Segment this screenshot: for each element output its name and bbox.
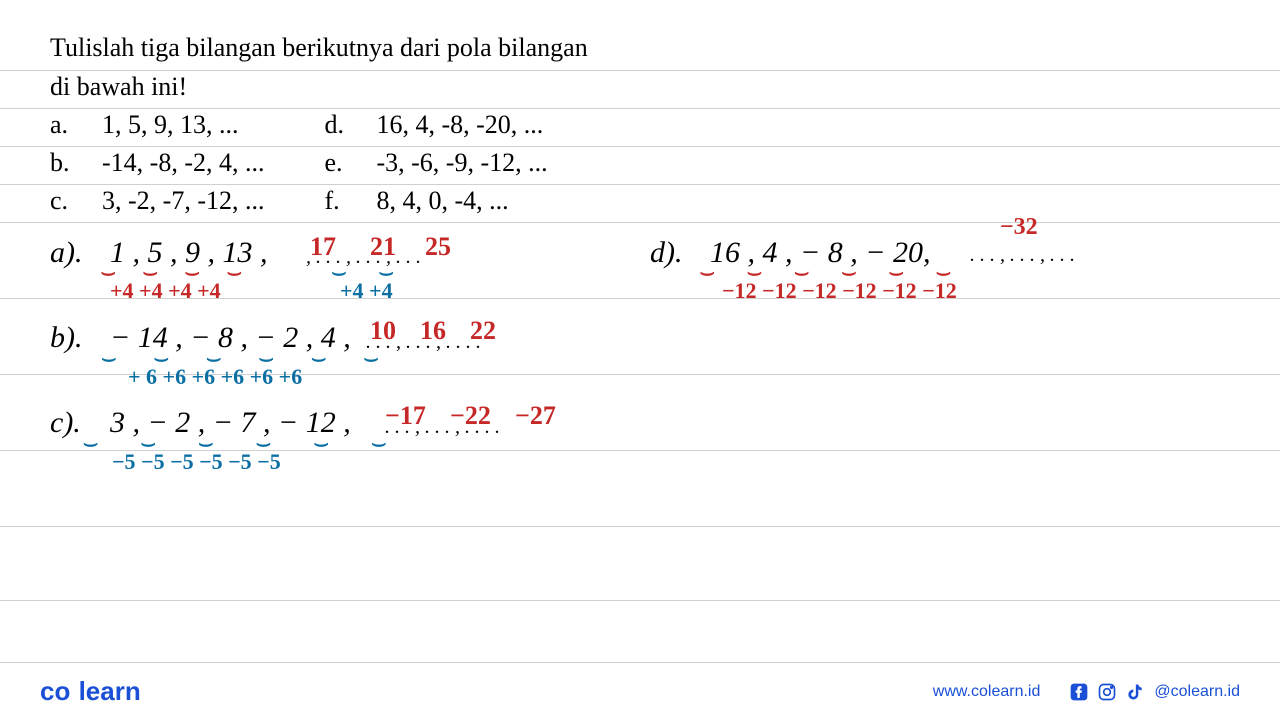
work-c-ans3: −27	[515, 401, 556, 431]
problem-label: e.	[324, 148, 352, 178]
work-d-ans: −32	[1000, 214, 1038, 241]
work-d-diff: −12 −12 −12 −12 −12 −12	[722, 278, 957, 304]
problem-label: f.	[324, 186, 352, 216]
problem-d: d. 16, 4, -8, -20, ...	[324, 110, 547, 140]
footer: co learn www.colearn.id @colearn.id	[0, 662, 1280, 720]
problem-b: b. -14, -8, -2, 4, ...	[50, 148, 264, 178]
problem-sequence: -14, -8, -2, 4, ...	[102, 148, 264, 178]
problem-a: a. 1, 5, 9, 13, ...	[50, 110, 264, 140]
logo-part1: co	[40, 676, 70, 706]
tiktok-icon[interactable]	[1124, 681, 1146, 703]
work-a-label: a).	[50, 236, 83, 270]
social-group: @colearn.id	[1068, 681, 1240, 703]
instagram-icon[interactable]	[1096, 681, 1118, 703]
problem-label: a.	[50, 110, 78, 140]
work-a-diff-red: +4 +4 +4 +4	[110, 278, 221, 304]
work-d-dots: . . . , . . . , . . .	[970, 244, 1075, 267]
problem-sequence: 8, 4, 0, -4, ...	[376, 186, 508, 216]
problem-label: b.	[50, 148, 78, 178]
problem-list: a. 1, 5, 9, 13, ... b. -14, -8, -2, 4, .…	[50, 110, 1230, 216]
logo-part2: learn	[79, 676, 141, 706]
problem-sequence: 16, 4, -8, -20, ...	[376, 110, 543, 140]
work-b-diff: + 6 +6 +6 +6 +6 +6	[128, 364, 302, 390]
problem-c: c. 3, -2, -7, -12, ...	[50, 186, 264, 216]
work-a-ans3: 25	[425, 232, 451, 262]
social-handle: @colearn.id	[1154, 683, 1240, 701]
question-text-line1: Tulislah tiga bilangan berikutnya dari p…	[50, 30, 1230, 65]
problem-e: e. -3, -6, -9, -12, ...	[324, 148, 547, 178]
work-b-label: b).	[50, 321, 83, 355]
brand-logo: co learn	[40, 676, 141, 707]
problem-sequence: 3, -2, -7, -12, ...	[102, 186, 264, 216]
problem-sequence: 1, 5, 9, 13, ...	[102, 110, 239, 140]
problem-label: c.	[50, 186, 78, 216]
question-text-line2: di bawah ini!	[50, 69, 1230, 104]
work-d-label: d).	[650, 236, 683, 270]
problem-sequence: -3, -6, -9, -12, ...	[376, 148, 547, 178]
problem-label: d.	[324, 110, 352, 140]
problem-f: f. 8, 4, 0, -4, ...	[324, 186, 547, 216]
website-link[interactable]: www.colearn.id	[933, 683, 1041, 701]
work-c-diff: −5 −5 −5 −5 −5 −5	[112, 449, 281, 475]
work-c-label: c).	[50, 406, 81, 440]
work-a-diff-blue: +4 +4	[340, 278, 393, 304]
facebook-icon[interactable]	[1068, 681, 1090, 703]
